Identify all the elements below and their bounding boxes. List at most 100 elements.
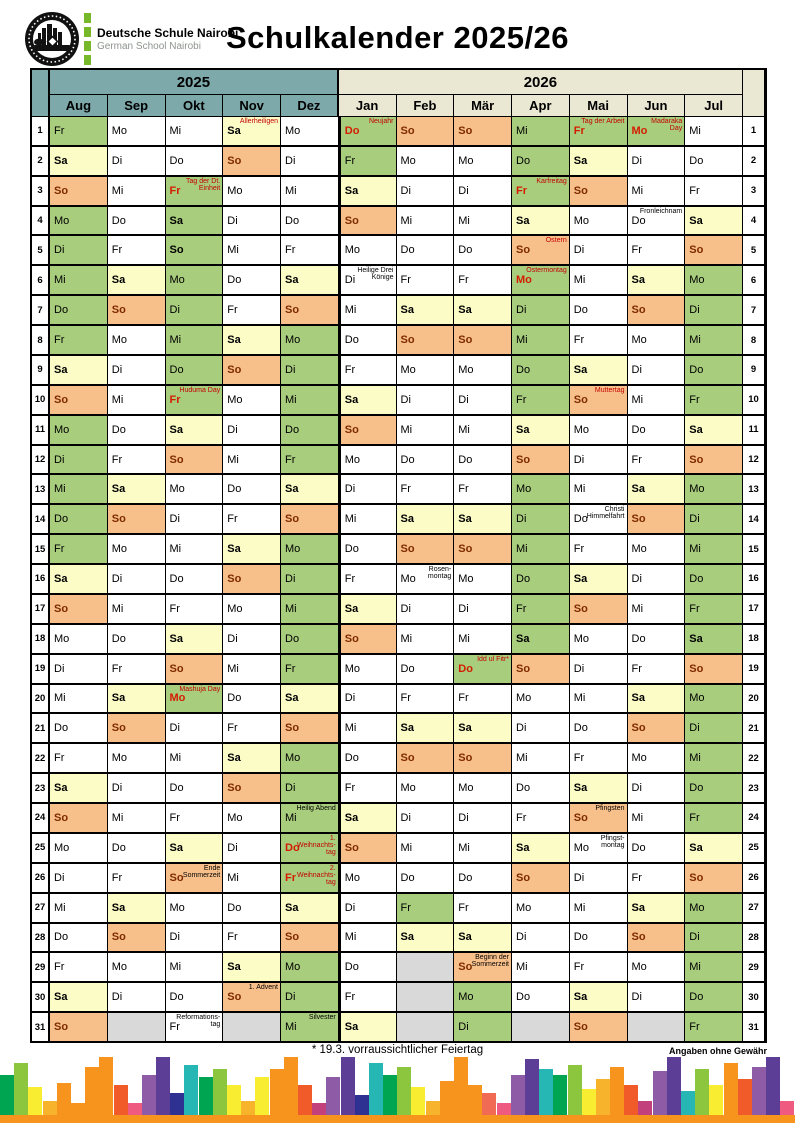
day-cell-apr-6: Mo Ostermontag — [512, 266, 570, 297]
day-label: Di — [631, 572, 642, 585]
day-label: Di — [689, 304, 700, 317]
day-cell-jan-19: Mo — [338, 654, 397, 685]
day-cell-apr-21: Di — [512, 714, 570, 745]
day-label: Di — [227, 841, 238, 854]
day-number-left-22: 22 — [32, 744, 50, 775]
day-label: Di — [54, 662, 65, 675]
day-label: Fr — [54, 124, 65, 137]
day-cell-jun-16: Di — [627, 565, 686, 595]
day-label: Mi — [227, 871, 239, 884]
footnote: * 19.3. vorraussichtlicher Feiertag — [311, 1044, 484, 1056]
day-label: Do — [573, 931, 588, 944]
day-label: So — [573, 811, 588, 824]
day-number-right-20: 20 — [743, 684, 765, 715]
day-label: So — [516, 453, 531, 466]
day-cell-maer-21: Sa — [454, 714, 512, 745]
day-label: Sa — [573, 991, 588, 1004]
day-label: Sa — [573, 363, 588, 376]
day-cell-apr-14: Di — [512, 505, 570, 536]
day-cell-nov-27: Do — [223, 893, 281, 924]
holiday-note: Beginn der Sommerzeit — [471, 954, 509, 969]
day-number-left-12: 12 — [32, 445, 50, 476]
day-cell-maer-24: Di — [454, 804, 512, 834]
day-cell-aug-26: Di — [50, 863, 108, 894]
day-label: Fr — [169, 602, 180, 615]
day-label: Do — [111, 841, 126, 854]
day-label: Mi — [344, 513, 357, 526]
day-label: Di — [344, 692, 356, 705]
day-cell-sep-27: Sa — [107, 893, 166, 924]
day-cell-jan-9: Fr — [338, 355, 397, 386]
day-label: Mi — [285, 393, 297, 406]
day-cell-sep-21: So — [107, 714, 166, 745]
day-label: Di — [169, 304, 180, 317]
day-label: Fr — [285, 662, 296, 675]
day-cell-maer-25: Mi — [454, 833, 512, 864]
day-cell-maer-9: Mo — [454, 355, 512, 386]
skyline-bar — [681, 1091, 695, 1115]
day-cell-jun-6: Sa — [627, 266, 686, 297]
day-label: Mi — [54, 274, 66, 287]
day-number-right-27: 27 — [743, 893, 765, 924]
day-cell-maer-19: Do Idd ul Fitr* — [454, 654, 512, 685]
day-cell-nov-13: Do — [223, 475, 281, 506]
day-label: Do — [227, 901, 242, 914]
skyline-bar — [751, 1067, 766, 1115]
day-cell-feb-24: Di — [396, 804, 455, 834]
day-cell-sep-26: Fr — [107, 863, 166, 894]
day-cell-okt-12: So — [165, 445, 224, 476]
skyline-bar — [283, 1057, 298, 1115]
day-cell-mai-10: So Muttertag — [569, 385, 628, 416]
day-label: Fr — [631, 244, 642, 257]
day-cell-jun-7: So — [627, 296, 686, 327]
skyline-bar — [425, 1101, 440, 1115]
day-label: Do — [285, 632, 300, 645]
skyline-bar — [127, 1103, 142, 1115]
day-number-left-1: 1 — [32, 117, 50, 147]
day-cell-mai-30: Sa — [569, 983, 628, 1014]
day-label: Fr — [516, 811, 527, 824]
day-label: Sa — [400, 722, 414, 735]
day-cell-jul-30: Do — [685, 983, 743, 1014]
day-label: So — [573, 393, 588, 406]
school-logo — [24, 11, 80, 67]
day-label: Di — [169, 931, 180, 944]
day-label: So — [631, 931, 646, 944]
day-cell-okt-7: Di — [165, 296, 224, 327]
day-label: Sa — [400, 513, 414, 526]
skyline-bar — [454, 1057, 468, 1115]
day-cell-jan-27: Di — [338, 893, 397, 924]
day-label: So — [227, 782, 242, 795]
day-cell-nov-15: Sa — [223, 535, 281, 566]
day-cell-apr-10: Fr — [512, 385, 570, 416]
day-label: Do — [169, 154, 184, 167]
day-label: So — [458, 752, 473, 765]
day-number-right-28: 28 — [743, 923, 765, 954]
holiday-note: 1. Advent — [248, 984, 278, 992]
day-cell-jan-26: Mo — [338, 863, 397, 894]
day-label: Mo — [285, 124, 301, 137]
skyline-bar — [496, 1103, 511, 1115]
skyline-bar — [241, 1101, 256, 1115]
holiday-note: Ende Sommerzeit — [182, 864, 221, 879]
day-cell-okt-9: Do — [165, 355, 224, 386]
day-label: Mi — [227, 244, 239, 257]
day-label: Fr — [689, 393, 700, 406]
day-number-left-3: 3 — [32, 176, 50, 207]
day-label: Fr — [344, 991, 356, 1004]
day-cell-mai-4: Mo — [569, 206, 628, 237]
day-cell-aug-17: So — [50, 594, 108, 625]
day-cell-jul-13: Mo — [685, 475, 743, 506]
day-cell-jun-5: Fr — [627, 236, 686, 267]
day-label: Di — [111, 572, 123, 585]
day-cell-dez-21: So — [281, 714, 339, 745]
day-cell-mai-16: Sa — [569, 565, 628, 595]
day-cell-apr-13: Mo — [512, 475, 570, 506]
day-label: Do — [516, 782, 531, 795]
day-cell-okt-11: Sa — [165, 415, 224, 446]
day-label: Sa — [400, 304, 414, 317]
day-cell-maer-6: Fr — [454, 266, 512, 297]
day-cell-feb-30 — [396, 983, 455, 1014]
month-header-jul: Jul — [685, 95, 743, 117]
day-cell-jan-17: Sa — [338, 594, 397, 625]
